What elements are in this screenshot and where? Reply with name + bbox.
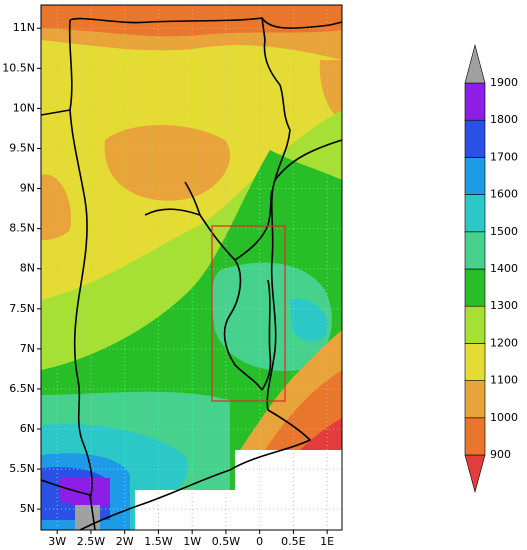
- country-border: [69, 17, 311, 530]
- y-tick-label: 10N: [13, 101, 35, 114]
- y-tick-label: 8.5N: [9, 222, 35, 235]
- country-border: [41, 109, 71, 116]
- colorbar-label: 1500: [490, 225, 518, 238]
- y-tick-label: 5.5N: [9, 462, 35, 475]
- colorbar-label: 1700: [490, 150, 518, 163]
- field-band: [265, 370, 342, 450]
- colorbar-segment: [464, 305, 486, 344]
- colorbar-segment: [464, 380, 486, 419]
- country-border: [274, 139, 342, 181]
- colorbar-label: 1000: [490, 411, 518, 424]
- field-band: [211, 262, 332, 371]
- y-tick-label: 8N: [20, 262, 35, 275]
- field-band: [60, 478, 110, 508]
- colorbar-segment: [464, 157, 486, 195]
- plot-frame: [40, 4, 343, 531]
- field-band: [104, 125, 230, 201]
- colorbar-segment: [464, 231, 486, 270]
- field-band: [319, 60, 342, 120]
- ocean-mask: [135, 450, 342, 530]
- y-tick-label: 7N: [20, 342, 35, 355]
- x-tick-label: 0: [256, 535, 263, 548]
- colorbar-label: 900: [490, 448, 511, 461]
- borders: [41, 17, 342, 530]
- study-area-box: [211, 225, 286, 402]
- rainfall-field: [41, 5, 342, 530]
- colorbar-label: 1100: [490, 374, 518, 387]
- x-tick-label: 3W: [48, 535, 66, 548]
- axis-ticks: 3W 2.5W 2W 1.5W 1W 0.5W 0 0.5E 1E 5N 5.5N 6N 6.5N 7N 7…: [2, 21, 334, 548]
- x-tick-label: 2W: [116, 535, 134, 548]
- colorbar-segment: [464, 82, 486, 121]
- y-tick-label: 9.5N: [9, 141, 35, 154]
- field-band: [41, 174, 71, 240]
- colorbar-label: 1800: [490, 113, 518, 126]
- colorbar-segment: [464, 417, 486, 456]
- colorbar-label: 1400: [490, 262, 518, 275]
- colorbar-label: 1900: [490, 76, 518, 89]
- x-tick-label: 1W: [183, 535, 201, 548]
- country-border: [261, 17, 342, 29]
- y-tick-label: 5N: [20, 502, 35, 515]
- lake-volta: [144, 181, 273, 391]
- colorbar-extend-low: [464, 454, 486, 494]
- y-tick-label: 6.5N: [9, 382, 35, 395]
- colorbar-label: 1600: [490, 188, 518, 201]
- y-tick-label: 11N: [13, 21, 35, 34]
- colorbar-segment: [464, 268, 486, 307]
- x-tick-label: 1.5W: [144, 535, 172, 548]
- y-tick-label: 10.5N: [2, 61, 35, 74]
- y-tick-label: 9N: [20, 182, 35, 195]
- colorbar-label: 1200: [490, 336, 518, 349]
- y-tick-label: 7.5N: [9, 302, 35, 315]
- colorbar: 900 1000 1100 1200 1300 1400 1500 1600 1700 1800 1…: [464, 43, 518, 494]
- field-band: [290, 299, 329, 342]
- colorbar-label: 1300: [490, 299, 518, 312]
- x-tick-label: 2.5W: [77, 535, 105, 548]
- colorbar-segment: [464, 343, 486, 381]
- x-tick-label: 0.5E: [281, 535, 305, 548]
- x-tick-label: 1E: [320, 535, 334, 548]
- colorbar-segment: [464, 119, 486, 158]
- y-tick-label: 6N: [20, 422, 35, 435]
- field-band: [300, 418, 342, 450]
- country-border: [41, 479, 96, 530]
- country-border: [68, 19, 93, 501]
- colorbar-segment: [464, 194, 486, 233]
- colorbar-extend-high: [464, 43, 486, 84]
- x-tick-label: 0.5W: [212, 535, 240, 548]
